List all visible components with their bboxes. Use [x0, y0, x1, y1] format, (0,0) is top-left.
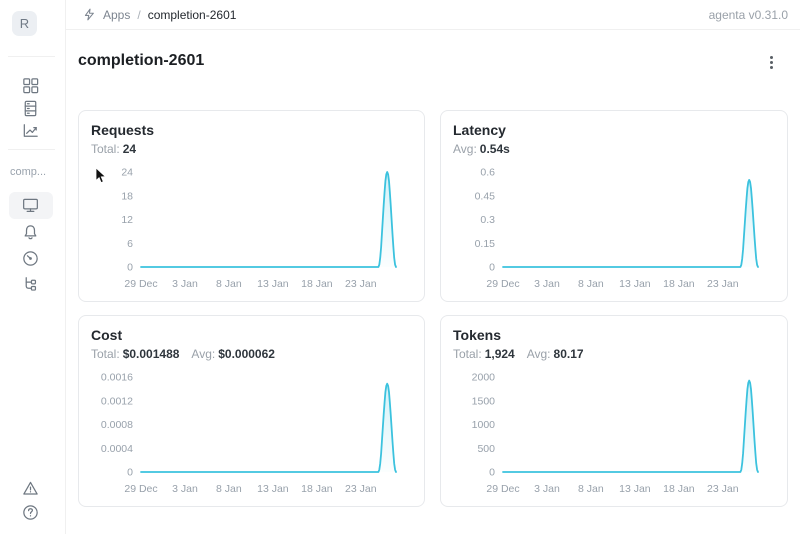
svg-text:29 Dec: 29 Dec [486, 483, 519, 495]
svg-text:0.0004: 0.0004 [101, 443, 133, 455]
trend-chart-icon[interactable] [19, 119, 41, 141]
card-title: Tokens [453, 327, 501, 343]
latency-card: Latency Avg: 0.54s 0 0.15 0.3 0.45 0.6 29 Dec 3… [440, 110, 788, 302]
kebab-menu-icon[interactable] [764, 53, 778, 71]
svg-text:29 Dec: 29 Dec [124, 483, 157, 495]
workspace-label: comp... [10, 166, 47, 178]
grid-icon[interactable] [19, 74, 41, 96]
svg-text:3 Jan: 3 Jan [534, 278, 560, 290]
mouse-cursor [95, 167, 107, 184]
svg-text:24: 24 [121, 167, 133, 179]
sidebar-divider [8, 56, 55, 57]
svg-text:13 Jan: 13 Jan [257, 278, 289, 290]
svg-text:18 Jan: 18 Jan [663, 278, 695, 290]
breadcrumb-current-page: completion-2601 [147, 7, 237, 22]
requests-card: Requests Total: 24 0 6 12 18 24 29 Dec 3 Jan 8 J… [78, 110, 425, 302]
card-title: Requests [91, 122, 155, 138]
svg-text:0.6: 0.6 [480, 167, 495, 179]
svg-text:8 Jan: 8 Jan [216, 278, 242, 290]
svg-text:0: 0 [127, 467, 133, 479]
svg-text:18 Jan: 18 Jan [301, 483, 333, 495]
tokens-chart: 0 500 1000 1500 2000 29 Dec 3 Jan 8 Jan 13 Jan 18… [472, 372, 759, 495]
svg-text:18: 18 [121, 190, 133, 202]
stat: Avg: $0.000062 [191, 347, 275, 361]
cost-chart: 0 0.0004 0.0008 0.0012 0.0016 29 Dec 3 Jan 8 Ja… [101, 372, 397, 495]
svg-text:12: 12 [121, 214, 133, 226]
card-title: Cost [91, 327, 123, 343]
svg-text:29 Dec: 29 Dec [486, 278, 519, 290]
svg-text:500: 500 [477, 443, 495, 455]
active-item-highlight [9, 192, 53, 219]
tokens-card: Tokens Total: 1,924 Avg: 80.17 0 500 1000 150… [440, 315, 788, 507]
svg-text:0.0008: 0.0008 [101, 419, 133, 431]
svg-text:18 Jan: 18 Jan [663, 483, 695, 495]
monitor-icon[interactable] [19, 194, 41, 216]
bell-icon[interactable] [19, 221, 41, 243]
svg-text:2000: 2000 [472, 372, 496, 384]
svg-text:0.15: 0.15 [475, 238, 496, 250]
breadcrumb-apps-link[interactable]: Apps [103, 7, 131, 22]
svg-text:3 Jan: 3 Jan [172, 483, 198, 495]
svg-text:0.0016: 0.0016 [101, 372, 133, 384]
svg-text:8 Jan: 8 Jan [578, 278, 604, 290]
stat: Total: 24 [91, 142, 137, 156]
requests-chart: 0 6 12 18 24 29 Dec 3 Jan 8 Jan 13 Jan 18 Jan 23 J… [121, 167, 397, 290]
svg-text:0.3: 0.3 [480, 214, 495, 226]
card-stats: Total: $0.001488 Avg: $0.000062 [91, 347, 412, 361]
svg-text:23 Jan: 23 Jan [707, 278, 739, 290]
card-stats: Total: 24 [91, 142, 412, 156]
svg-text:23 Jan: 23 Jan [345, 278, 377, 290]
stat: Total: $0.001488 [91, 347, 180, 361]
sidebar-divider [8, 149, 55, 150]
app-version-label: agenta v0.31.0 [708, 7, 788, 22]
breadcrumb: Apps / completion-2601 [83, 8, 236, 22]
cost-card: Cost Total: $0.001488 Avg: $0.000062 0 0.00… [78, 315, 425, 507]
stat: Total: 1,924 [453, 347, 515, 361]
svg-text:0: 0 [127, 262, 133, 274]
svg-text:3 Jan: 3 Jan [534, 483, 560, 495]
svg-text:0.45: 0.45 [475, 190, 496, 202]
sidebar: R comp... [0, 0, 66, 534]
card-stats: Total: 1,924 Avg: 80.17 [453, 347, 775, 361]
svg-text:23 Jan: 23 Jan [345, 483, 377, 495]
top-bar: Apps / completion-2601 agenta v0.31.0 [66, 0, 800, 30]
latency-chart: 0 0.15 0.3 0.45 0.6 29 Dec 3 Jan 8 Jan 13 Jan 18 … [475, 167, 759, 290]
svg-text:0.0012: 0.0012 [101, 395, 133, 407]
gauge-icon[interactable] [19, 247, 41, 269]
svg-text:1000: 1000 [472, 419, 496, 431]
workspace-avatar[interactable]: R [12, 11, 37, 36]
page-title: completion-2601 [78, 52, 205, 69]
svg-text:13 Jan: 13 Jan [619, 483, 651, 495]
card-title: Latency [453, 122, 506, 138]
tree-icon[interactable] [19, 272, 41, 294]
svg-text:1500: 1500 [472, 395, 496, 407]
svg-text:8 Jan: 8 Jan [578, 483, 604, 495]
svg-text:3 Jan: 3 Jan [172, 278, 198, 290]
alert-triangle-icon[interactable] [19, 477, 41, 499]
breadcrumb-separator: / [137, 7, 141, 22]
svg-text:8 Jan: 8 Jan [216, 483, 242, 495]
svg-text:6: 6 [127, 238, 133, 250]
svg-text:0: 0 [489, 467, 495, 479]
svg-text:23 Jan: 23 Jan [707, 483, 739, 495]
svg-text:0: 0 [489, 262, 495, 274]
zap-icon [84, 8, 94, 21]
svg-text:29 Dec: 29 Dec [124, 278, 157, 290]
svg-text:13 Jan: 13 Jan [619, 278, 651, 290]
stat: Avg: 0.54s [453, 142, 510, 156]
list-icon[interactable] [19, 97, 41, 119]
question-circle-icon[interactable] [19, 501, 41, 523]
svg-text:18 Jan: 18 Jan [301, 278, 333, 290]
card-stats: Avg: 0.54s [453, 142, 775, 156]
svg-text:13 Jan: 13 Jan [257, 483, 289, 495]
stat: Avg: 80.17 [526, 347, 584, 361]
